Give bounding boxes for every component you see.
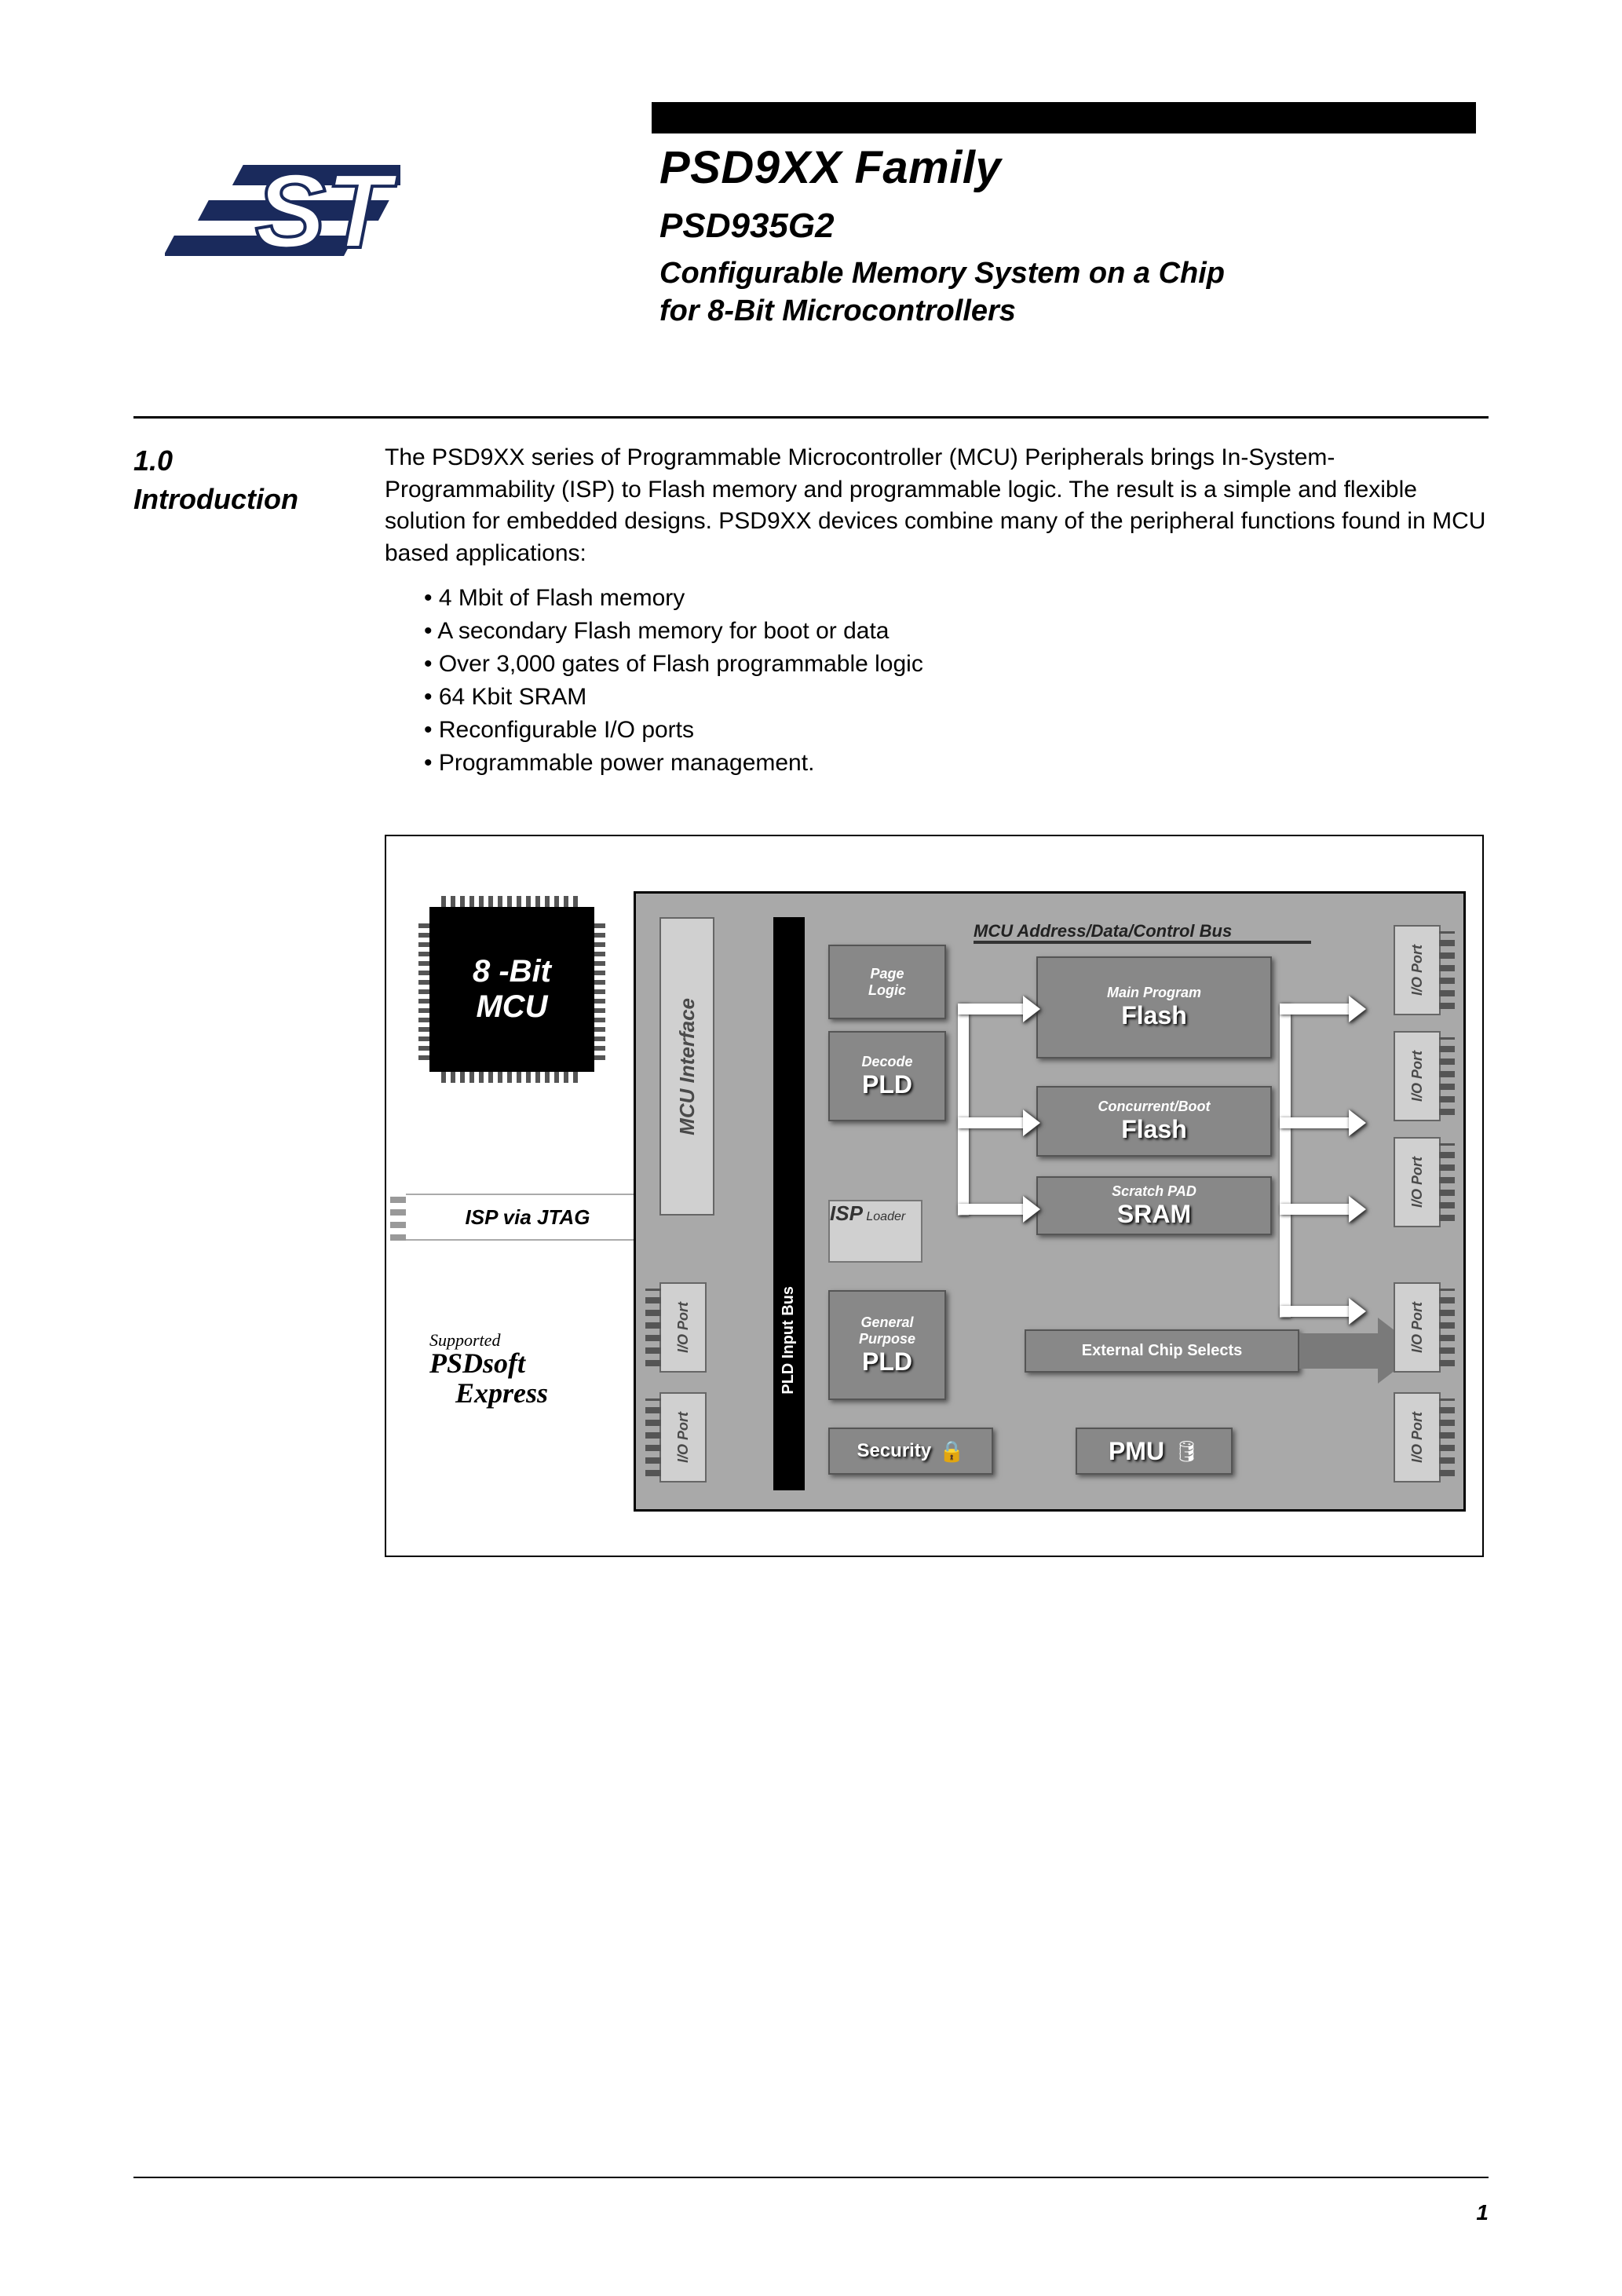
main-flash-block: Main Program Flash	[1036, 956, 1272, 1058]
mcu-chip: 8 -Bit MCU	[429, 907, 594, 1072]
title-family: PSD9XX Family	[659, 141, 1225, 194]
bullet: Reconfigurable I/O ports	[424, 714, 1489, 747]
arrow-to-main-flash	[958, 1004, 1025, 1015]
arrow-right-2	[1280, 1117, 1350, 1128]
psd-device-block: MCU Interface PLD Input Bus MCU Address/…	[634, 891, 1466, 1512]
jtag-pins-icon	[390, 1194, 406, 1241]
section-heading: 1.0 Introduction	[133, 442, 385, 780]
pmu-block: PMU 🛢	[1076, 1428, 1233, 1475]
page-logic-block: Page Logic	[828, 945, 946, 1019]
isp-jtag-label: ISP via JTAG	[406, 1194, 649, 1241]
intro-paragraph: The PSD9XX series of Programmable Microc…	[385, 442, 1489, 569]
header-black-bar	[652, 102, 1476, 133]
sram-block: Scratch PAD SRAM	[1036, 1176, 1272, 1235]
footer-rule	[133, 2177, 1489, 2178]
arrow-to-sram	[958, 1204, 1025, 1215]
psdsoft-logo: Supported PSDsoft Express	[429, 1331, 548, 1409]
section-rule	[133, 416, 1489, 419]
arrow-right-1	[1280, 1004, 1350, 1015]
lock-icon: 🔒	[939, 1439, 964, 1464]
bullet: 64 Kbit SRAM	[424, 681, 1489, 714]
feature-bullets: 4 Mbit of Flash memory A secondary Flash…	[385, 582, 1489, 780]
bullet: Programmable power management.	[424, 747, 1489, 780]
mcu-bus-line	[974, 941, 1311, 944]
external-chip-selects: External Chip Selects	[1025, 1329, 1299, 1373]
arrow-right-vertical	[1280, 1004, 1291, 1318]
mcu-interface-block: MCU Interface	[659, 917, 714, 1216]
bullet: A secondary Flash memory for boot or dat…	[424, 615, 1489, 648]
title-subtitle: Configurable Memory System on a Chip for…	[659, 255, 1225, 330]
arrow-to-boot-flash	[958, 1117, 1025, 1128]
general-pld-block: General Purpose PLD	[828, 1290, 946, 1400]
bullet: 4 Mbit of Flash memory	[424, 582, 1489, 615]
io-port-left-1: I/O Port	[659, 1282, 707, 1373]
st-logo: ST	[165, 157, 400, 279]
io-port-left-2: I/O Port	[659, 1392, 707, 1483]
arrow-right-4	[1280, 1306, 1350, 1317]
svg-text:ST: ST	[255, 157, 398, 270]
boot-flash-block: Concurrent/Boot Flash	[1036, 1086, 1272, 1157]
isp-loader-block: ISP Loader	[828, 1200, 922, 1263]
bullet: Over 3,000 gates of Flash programmable l…	[424, 648, 1489, 681]
decode-pld-block: Decode PLD	[828, 1031, 946, 1121]
io-port-right-4: I/O Port	[1394, 1282, 1441, 1373]
security-block: Security 🔒	[828, 1428, 993, 1475]
ext-cs-arrow-shaft	[1299, 1333, 1386, 1369]
cylinder-icon: 🛢	[1174, 1439, 1200, 1464]
title-part: PSD935G2	[659, 207, 1225, 246]
page-number: 1	[1476, 2200, 1489, 2225]
io-port-right-2: I/O Port	[1394, 1031, 1441, 1121]
mcu-bus-label: MCU Address/Data/Control Bus	[974, 921, 1232, 941]
arrow-bus-vertical	[958, 1004, 969, 1216]
block-diagram: 8 -Bit MCU ISP via JTAG Supported PSDsof…	[385, 835, 1484, 1557]
arrow-right-3	[1280, 1204, 1350, 1215]
io-port-right-1: I/O Port	[1394, 925, 1441, 1015]
io-port-right-5: I/O Port	[1394, 1392, 1441, 1483]
pld-input-bus: PLD Input Bus	[773, 917, 805, 1490]
io-port-right-3: I/O Port	[1394, 1137, 1441, 1227]
